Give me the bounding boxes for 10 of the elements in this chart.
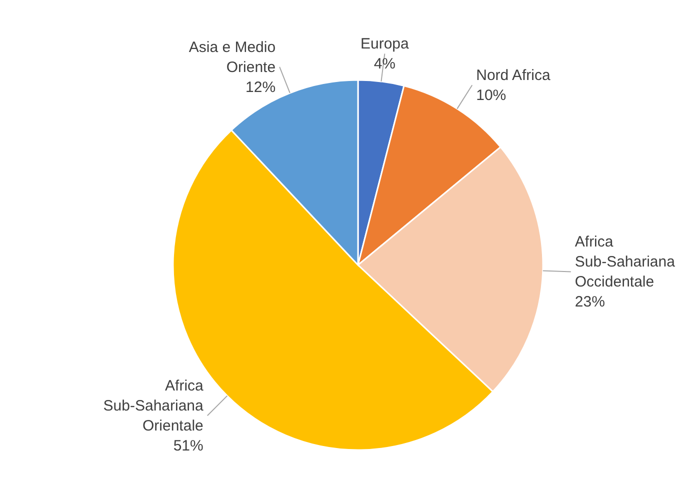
slice-label: Europa bbox=[360, 36, 410, 53]
data-label: 51% bbox=[173, 438, 204, 455]
data-label: 10% bbox=[476, 87, 506, 104]
data-label: 23% bbox=[574, 294, 605, 311]
slice-label: Asia e Medio Oriente bbox=[188, 38, 276, 76]
slice-label: Africa Sub-Sahariana Orientale bbox=[103, 378, 204, 435]
data-label: 12% bbox=[246, 78, 276, 96]
slice-label: Nord Africa bbox=[476, 67, 551, 84]
data-label: 4% bbox=[374, 56, 396, 73]
slice-label: Africa Sub-Sahariana Occidentale bbox=[574, 234, 676, 291]
